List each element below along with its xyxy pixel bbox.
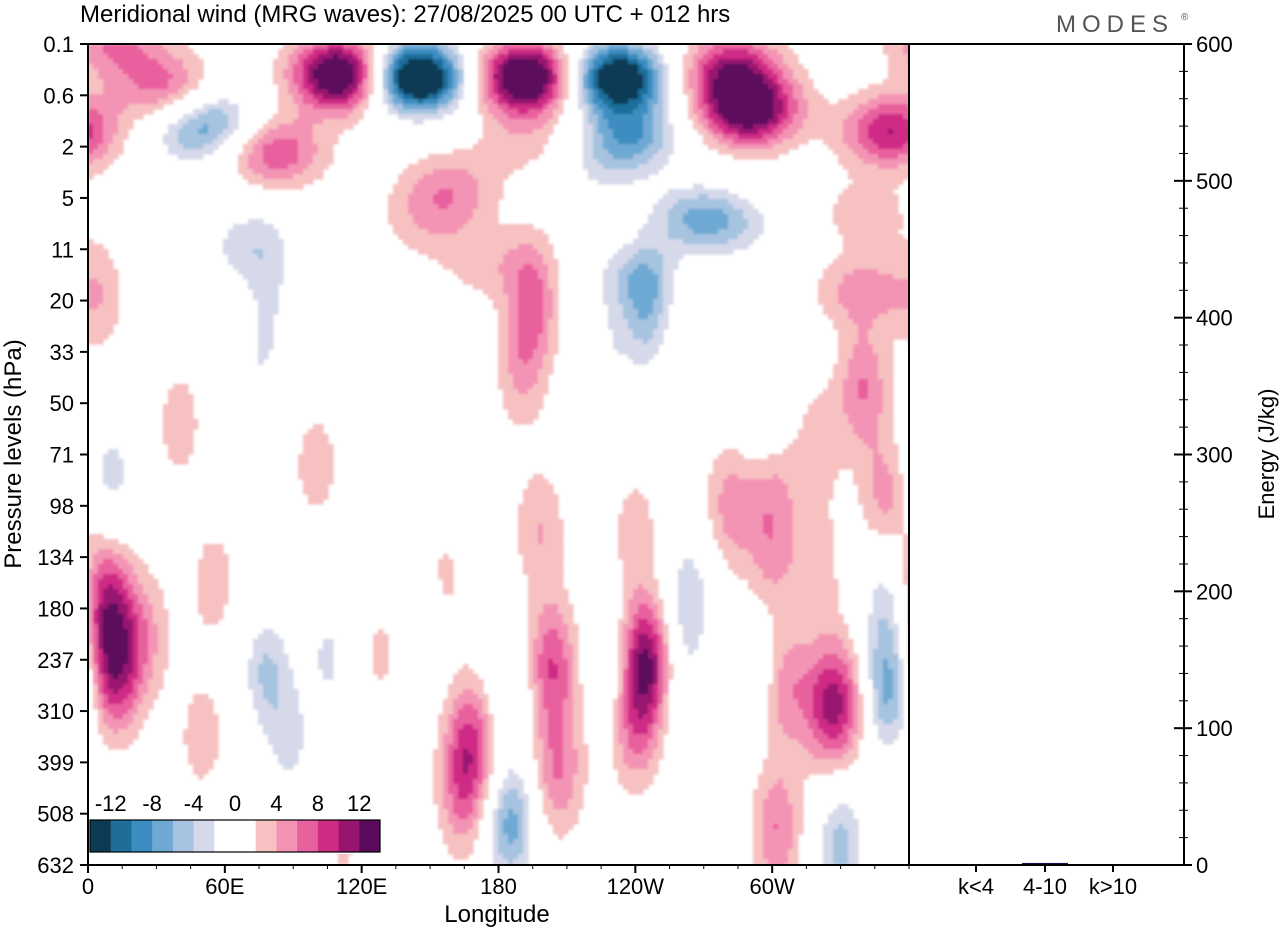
y-tick-label: 0.1 <box>43 32 74 57</box>
contour-field <box>88 44 909 865</box>
y-axis-label: Pressure levels (hPa) <box>0 339 27 568</box>
colorbar-label: 4 <box>270 791 282 816</box>
energy-tick-label: 500 <box>1196 169 1233 194</box>
colorbar-swatch <box>317 820 340 852</box>
y-tick-label: 2 <box>62 135 74 160</box>
colorbar-label: -4 <box>184 791 204 816</box>
colorbar-swatch <box>214 820 236 852</box>
x-axis-label: Longitude <box>444 901 549 928</box>
colorbar-swatch <box>110 820 132 852</box>
colorbar-swatch <box>193 820 215 852</box>
energy-tick-label: 200 <box>1196 579 1233 604</box>
y-tick-label: 134 <box>37 545 74 570</box>
x-axis: 0 60E 120E 180 120W 60W <box>82 865 910 899</box>
x-tick-label: 60E <box>205 874 244 899</box>
colorbar: -12 -8 -4 0 4 8 12 <box>88 784 382 854</box>
energy-tick-label: 400 <box>1196 306 1233 331</box>
y-tick-label: 508 <box>37 802 74 827</box>
y-tick-label: 399 <box>37 750 74 775</box>
y-tick-label: 310 <box>37 699 74 724</box>
energy-axis-label: Energy (J/kg) <box>1254 389 1279 520</box>
energy-tick-label: 0 <box>1196 853 1208 878</box>
x-tick-label: 120E <box>336 874 387 899</box>
colorbar-swatch <box>172 820 195 852</box>
colorbar-swatch <box>276 820 298 852</box>
y-tick-label: 11 <box>51 237 74 262</box>
colorbar-label: 0 <box>229 791 241 816</box>
x-tick-label: 0 <box>82 874 94 899</box>
y-axis: 0.1 0.6 2 5 11 20 33 50 71 98 134 180 237 310 399 508 63… <box>37 32 88 878</box>
brand-registered-mark: ® <box>1181 12 1189 23</box>
colorbar-label: 12 <box>347 791 371 816</box>
energy-frame <box>908 43 1185 866</box>
energy-category-label: k>10 <box>1089 874 1137 899</box>
energy-tick-label: 300 <box>1196 443 1233 468</box>
colorbar-swatch <box>255 820 277 852</box>
x-tick-label: 180 <box>480 874 517 899</box>
energy-tick-label: 600 <box>1196 32 1233 57</box>
energy-panel: 0 100 200 300 400 500 600 k<4 4-10 k>10 <box>953 32 1233 899</box>
colorbar-swatch <box>90 820 112 852</box>
colorbar-swatch <box>359 820 381 852</box>
colorbar-swatch <box>297 820 319 852</box>
y-tick-label: 5 <box>62 186 74 211</box>
colorbar-label: -8 <box>142 791 162 816</box>
y-tick-label: 180 <box>37 596 74 621</box>
y-tick-label: 237 <box>37 648 74 673</box>
energy-category-label: 4-10 <box>1023 874 1067 899</box>
colorbar-swatch <box>235 820 257 852</box>
chart-title: Meridional wind (MRG waves): 27/08/2025 … <box>80 1 730 28</box>
y-tick-label: 632 <box>37 853 74 878</box>
x-tick-label: 120W <box>607 874 665 899</box>
colorbar-swatch <box>152 820 174 852</box>
colorbar-label: 8 <box>312 791 324 816</box>
energy-category-label: k<4 <box>958 874 994 899</box>
x-tick-label: 60W <box>750 874 795 899</box>
colorbar-label: -12 <box>95 791 127 816</box>
colorbar-swatch <box>338 820 360 852</box>
energy-bar <box>1022 862 1068 865</box>
y-tick-label: 0.6 <box>43 83 74 108</box>
y-tick-label: 50 <box>50 391 74 416</box>
brand-logo: MODES <box>1056 11 1174 38</box>
y-tick-label: 20 <box>50 289 74 314</box>
colorbar-swatch <box>131 820 153 852</box>
y-tick-label: 71 <box>50 443 74 468</box>
y-tick-label: 98 <box>50 494 74 519</box>
energy-tick-label: 100 <box>1196 716 1233 741</box>
y-tick-label: 33 <box>50 340 74 365</box>
